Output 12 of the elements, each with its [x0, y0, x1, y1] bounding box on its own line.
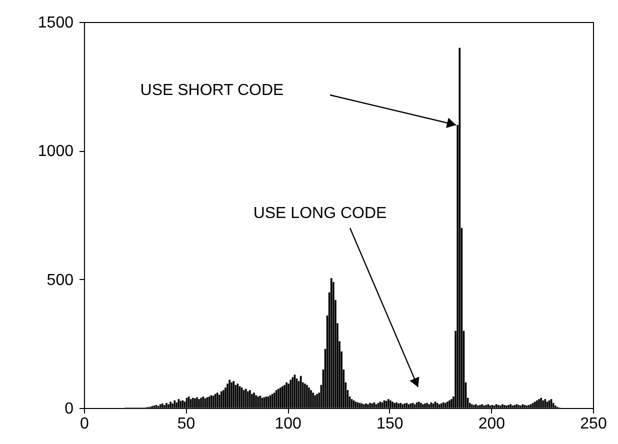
- y-tick-label: 1000: [38, 143, 74, 160]
- x-tick-label: 150: [376, 416, 404, 432]
- annotation: USE LONG CODE: [253, 205, 387, 222]
- annotation: USE SHORT CODE: [140, 82, 284, 99]
- y-tick-label: 500: [46, 272, 74, 289]
- x-tick-label: 50: [177, 416, 196, 432]
- x-tick-label: 100: [274, 416, 302, 432]
- x-tick-label: 0: [80, 416, 90, 432]
- x-tick-label: 200: [478, 416, 506, 432]
- x-tick-label: 250: [580, 416, 607, 432]
- y-tick-label: 1500: [38, 14, 74, 32]
- y-tick-label: 0: [64, 400, 74, 418]
